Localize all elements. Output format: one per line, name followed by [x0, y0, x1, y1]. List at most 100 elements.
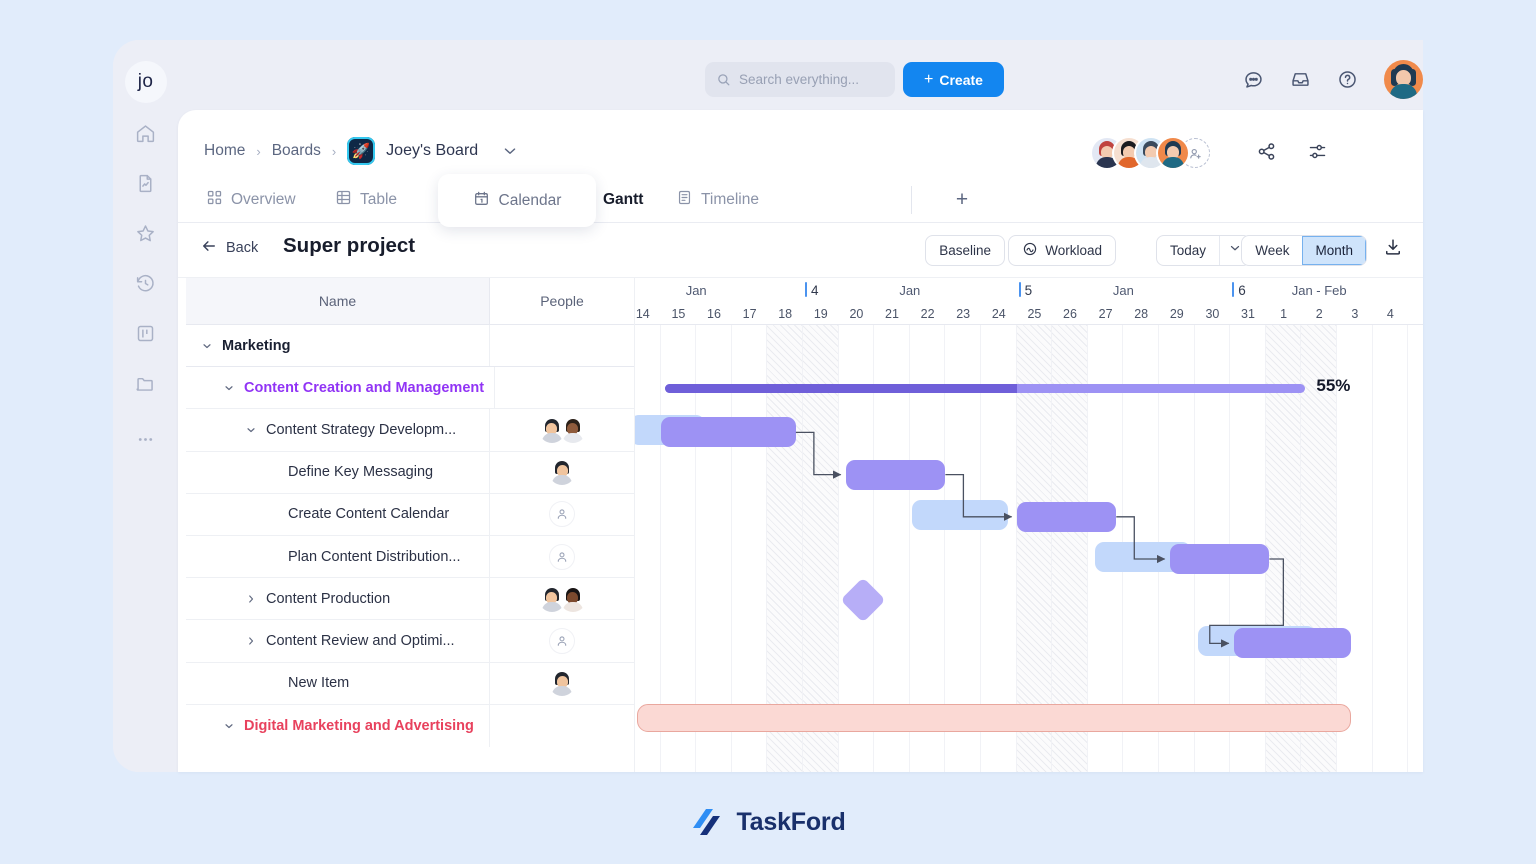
assign-person-icon[interactable]	[549, 627, 575, 654]
user-avatar[interactable]	[1384, 60, 1423, 99]
overview-icon	[206, 189, 223, 211]
group-summary-bar[interactable]	[637, 703, 1352, 732]
breadcrumb-board-name[interactable]: Joey's Board	[386, 142, 479, 159]
baseline-bar[interactable]	[911, 499, 1008, 530]
avatar[interactable]	[1158, 138, 1188, 168]
people-cell[interactable]	[489, 451, 634, 493]
help-icon[interactable]	[1337, 69, 1358, 90]
breadcrumb-boards[interactable]: Boards	[271, 142, 321, 159]
search-placeholder: Search everything...	[739, 72, 860, 87]
day-label: 3	[1351, 306, 1359, 321]
chevron-down-icon[interactable]	[222, 382, 236, 394]
chat-icon[interactable]	[1243, 69, 1264, 90]
table-row[interactable]: Marketing	[186, 325, 634, 368]
week-tick	[1018, 282, 1021, 297]
table-icon	[335, 189, 352, 211]
table-row[interactable]: Create Content Calendar	[186, 493, 634, 536]
workspace-avatar[interactable]: jo	[124, 61, 167, 103]
table-body: Marketing Content Creation and Management…	[186, 325, 634, 747]
day-label: 18	[778, 306, 793, 321]
tab-timeline[interactable]: Timeline	[674, 176, 761, 223]
today-button[interactable]: Today	[1169, 243, 1206, 258]
timeline-header: 14 15 16 17 18 19 20 21 22 23 24 25 26 27 28 29 30 31 1 2 3 4…	[635, 278, 1423, 325]
range-week-button[interactable]: Week	[1255, 243, 1290, 258]
table-row[interactable]: Content Strategy Developm...	[186, 409, 634, 452]
task-bar[interactable]	[1169, 544, 1270, 574]
docs-icon[interactable]	[126, 163, 166, 203]
day-label: 23	[956, 306, 971, 321]
settings-sliders-icon[interactable]	[1307, 141, 1328, 162]
breadcrumb-home[interactable]: Home	[204, 142, 246, 159]
task-name-cell: Define Key Messaging	[186, 452, 489, 493]
people-cell[interactable]	[489, 662, 634, 704]
table-row[interactable]: Content Review and Optimi...	[186, 620, 634, 663]
chevron-down-icon[interactable]	[222, 720, 236, 732]
table-row[interactable]: Define Key Messaging	[186, 451, 634, 494]
people-cell[interactable]	[489, 578, 634, 620]
avatar	[549, 459, 575, 486]
timeline-icon	[676, 189, 693, 211]
boards-icon[interactable]	[126, 313, 166, 353]
create-button[interactable]: + Create	[903, 62, 1004, 97]
day-label: 16	[707, 306, 721, 321]
people-cell[interactable]	[489, 704, 634, 747]
download-icon[interactable]	[1383, 237, 1403, 257]
people-cell[interactable]	[489, 620, 634, 662]
people-cell[interactable]	[494, 367, 634, 409]
range-month-button[interactable]: Month	[1302, 236, 1366, 265]
tab-divider	[911, 186, 912, 214]
task-bar[interactable]	[660, 417, 796, 448]
project-toolbar: Back Super project Baseline Workload Tod…	[178, 223, 1423, 278]
share-icon[interactable]	[1256, 141, 1277, 162]
chevron-down-icon[interactable]	[501, 142, 519, 160]
search-icon	[716, 72, 731, 87]
home-icon[interactable]	[126, 113, 166, 153]
baseline-button[interactable]: Baseline	[925, 235, 1005, 266]
task-name-label: Content Creation and Management	[244, 379, 485, 396]
avatar	[560, 417, 586, 443]
people-cell[interactable]	[489, 409, 634, 451]
people-cell[interactable]	[489, 535, 634, 578]
avatar-group	[549, 670, 575, 697]
workload-label: Workload	[1045, 243, 1102, 258]
today-group: Today	[1155, 235, 1251, 266]
tab-table[interactable]: Table	[333, 176, 399, 223]
table-row[interactable]: Plan Content Distribution...	[186, 535, 634, 579]
table-row[interactable]: New Item	[186, 662, 634, 705]
create-label: Create	[939, 71, 983, 88]
week-number: 6	[1238, 282, 1246, 298]
day-label: 31	[1241, 306, 1255, 321]
inbox-icon[interactable]	[1290, 69, 1311, 90]
task-bar[interactable]	[1233, 628, 1352, 659]
people-cell[interactable]	[489, 325, 634, 367]
avatar-group	[539, 417, 586, 443]
tab-calendar[interactable]: Calendar	[438, 174, 596, 227]
top-actions	[1243, 60, 1423, 99]
assign-person-icon[interactable]	[549, 543, 575, 570]
more-icon[interactable]	[126, 419, 166, 459]
people-cell[interactable]	[489, 493, 634, 535]
workload-button[interactable]: Workload	[1008, 235, 1116, 266]
table-row[interactable]: Content Creation and Management	[186, 367, 634, 410]
task-name-label: Digital Marketing and Advertising	[244, 717, 474, 734]
timeline-body[interactable]: 55%	[635, 325, 1423, 772]
favorites-icon[interactable]	[126, 213, 166, 253]
calendar-icon	[473, 190, 490, 212]
chevron-down-icon[interactable]	[244, 424, 258, 436]
recent-icon[interactable]	[126, 263, 166, 303]
task-bar[interactable]	[845, 459, 946, 490]
table-row[interactable]: Digital Marketing and Advertising	[186, 704, 634, 747]
folders-icon[interactable]	[126, 363, 166, 403]
task-bar[interactable]	[1016, 501, 1117, 532]
chevron-down-icon[interactable]	[200, 340, 214, 352]
table-row[interactable]: Content Production	[186, 578, 634, 621]
tab-overview[interactable]: Overview	[204, 176, 298, 223]
day-label: 22	[920, 306, 935, 321]
assign-person-icon[interactable]	[549, 501, 575, 528]
chevron-right-icon[interactable]	[244, 593, 258, 605]
back-button[interactable]: Back	[200, 237, 258, 259]
search-input[interactable]: Search everything...	[705, 62, 895, 97]
chevron-right-icon[interactable]	[244, 635, 258, 647]
today-dropdown-button[interactable]	[1219, 236, 1250, 265]
add-tab-button[interactable]: +	[955, 187, 969, 211]
